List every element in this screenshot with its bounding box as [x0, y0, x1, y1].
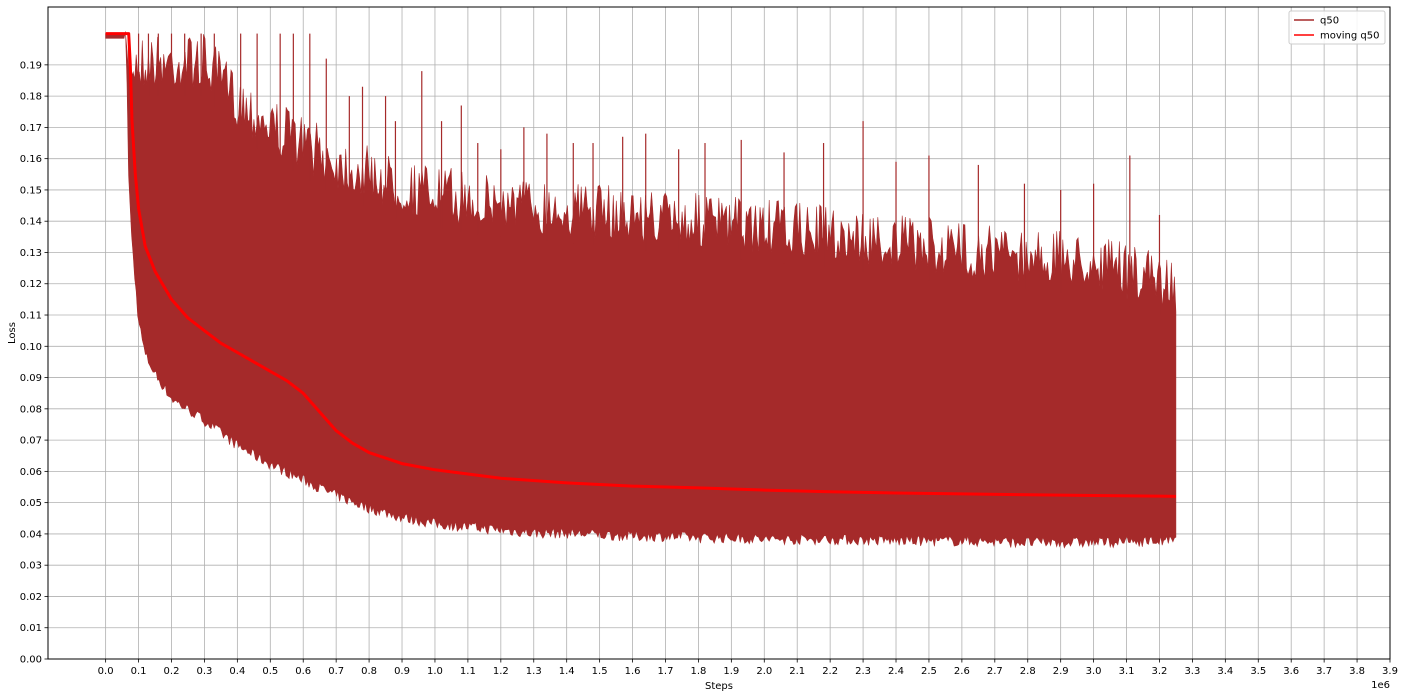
y-tick-label: 0.10 [20, 342, 42, 353]
axes-frame [47, 6, 1391, 660]
y-tick-label: 0.11 [20, 311, 42, 322]
x-tick-label: 2.8 [1020, 666, 1036, 677]
x-axis-offset-label: 1e6 [1371, 680, 1390, 691]
y-tick-label: 0.19 [20, 60, 42, 71]
x-tick-label: 3.0 [1086, 666, 1102, 677]
y-tick-label: 0.16 [20, 154, 42, 165]
legend-label-q50: q50 [1320, 16, 1339, 27]
x-tick-label: 1.1 [460, 666, 476, 677]
y-axis-label: Loss [7, 322, 18, 344]
y-tick-label: 0.17 [20, 123, 42, 134]
legend: q50 moving q50 [1288, 10, 1386, 45]
x-tick-label: 0.5 [262, 666, 278, 677]
x-tick-label: 1.2 [493, 666, 509, 677]
y-tick-label: 0.05 [20, 498, 42, 509]
x-tick-label: 0.2 [164, 666, 180, 677]
y-tick-label: 0.13 [20, 248, 42, 259]
x-tick-label: 0.7 [328, 666, 344, 677]
x-axis-label: Steps [705, 681, 733, 692]
x-tick-label: 1.9 [723, 666, 739, 677]
x-tick-label: 1.7 [658, 666, 674, 677]
x-tick-label: 1.0 [427, 666, 443, 677]
x-tick-label: 3.1 [1119, 666, 1135, 677]
x-tick-label: 1.6 [625, 666, 641, 677]
x-tick-label: 3.4 [1217, 666, 1233, 677]
plot-area [105, 31, 1177, 549]
x-tick-label: 1.5 [592, 666, 608, 677]
legend-label-moving-q50: moving q50 [1320, 31, 1380, 42]
x-tick-label: 0.4 [229, 666, 245, 677]
x-tick-label: 3.2 [1152, 666, 1168, 677]
x-tick-label: 2.3 [855, 666, 871, 677]
y-tick-label: 0.00 [20, 655, 42, 666]
x-tick-label: 2.4 [888, 666, 904, 677]
x-tick-label: 3.8 [1349, 666, 1365, 677]
x-tick-label: 2.2 [822, 666, 838, 677]
x-tick-label: 0.9 [394, 666, 410, 677]
x-tick-label: 3.5 [1250, 666, 1266, 677]
x-tick-label: 1.4 [559, 666, 575, 677]
x-tick-label: 3.7 [1316, 666, 1332, 677]
x-tick-label: 1.3 [526, 666, 542, 677]
x-tick-label: 2.7 [987, 666, 1003, 677]
x-tick-label: 2.9 [1053, 666, 1069, 677]
y-tick-label: 0.03 [20, 561, 42, 572]
x-tick-label: 2.0 [756, 666, 772, 677]
x-tick-label: 0.1 [131, 666, 147, 677]
series-q50-band [105, 31, 1177, 549]
y-tick-label: 0.06 [20, 467, 42, 478]
y-tick-label: 0.07 [20, 436, 42, 447]
x-tick-label: 0.0 [98, 666, 114, 677]
x-tick-label: 2.6 [954, 666, 970, 677]
y-tick-label: 0.09 [20, 373, 42, 384]
x-tick-label: 1.8 [690, 666, 706, 677]
axis-ticks: 0.0 0.1 0.2 0.3 0.4 0.5 0.6 0.7 0.8 0.9 1.0 1.1 1.2 1… [20, 60, 1398, 677]
y-tick-label: 0.08 [20, 404, 42, 415]
y-tick-label: 0.18 [20, 92, 42, 103]
series-moving-q50-line [105, 32, 1176, 498]
y-tick-label: 0.15 [20, 185, 42, 196]
x-tick-label: 2.5 [921, 666, 937, 677]
x-tick-label: 2.1 [789, 666, 805, 677]
y-tick-label: 0.12 [20, 279, 42, 290]
y-tick-label: 0.04 [20, 529, 42, 540]
x-tick-label: 3.3 [1184, 666, 1200, 677]
x-tick-label: 0.6 [295, 666, 311, 677]
y-tick-label: 0.01 [20, 623, 42, 634]
x-tick-label: 3.6 [1283, 666, 1299, 677]
x-tick-label: 3.9 [1382, 666, 1398, 677]
y-tick-label: 0.02 [20, 592, 42, 603]
x-tick-label: 0.8 [361, 666, 377, 677]
x-tick-label: 0.3 [196, 666, 212, 677]
y-tick-label: 0.14 [20, 217, 42, 228]
